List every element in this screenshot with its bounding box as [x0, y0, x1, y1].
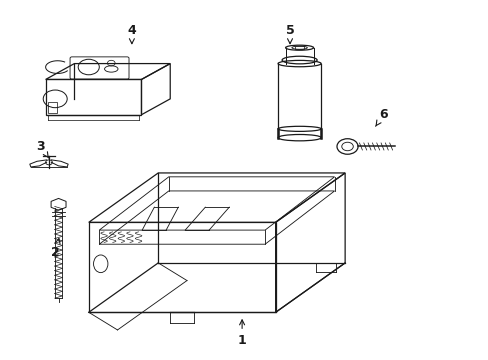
- Text: 6: 6: [375, 108, 387, 126]
- Text: 1: 1: [237, 320, 246, 347]
- Text: 2: 2: [51, 239, 60, 259]
- Text: 4: 4: [127, 23, 136, 44]
- Text: 5: 5: [285, 23, 294, 44]
- Text: 3: 3: [37, 140, 49, 158]
- Bar: [48, 102, 57, 113]
